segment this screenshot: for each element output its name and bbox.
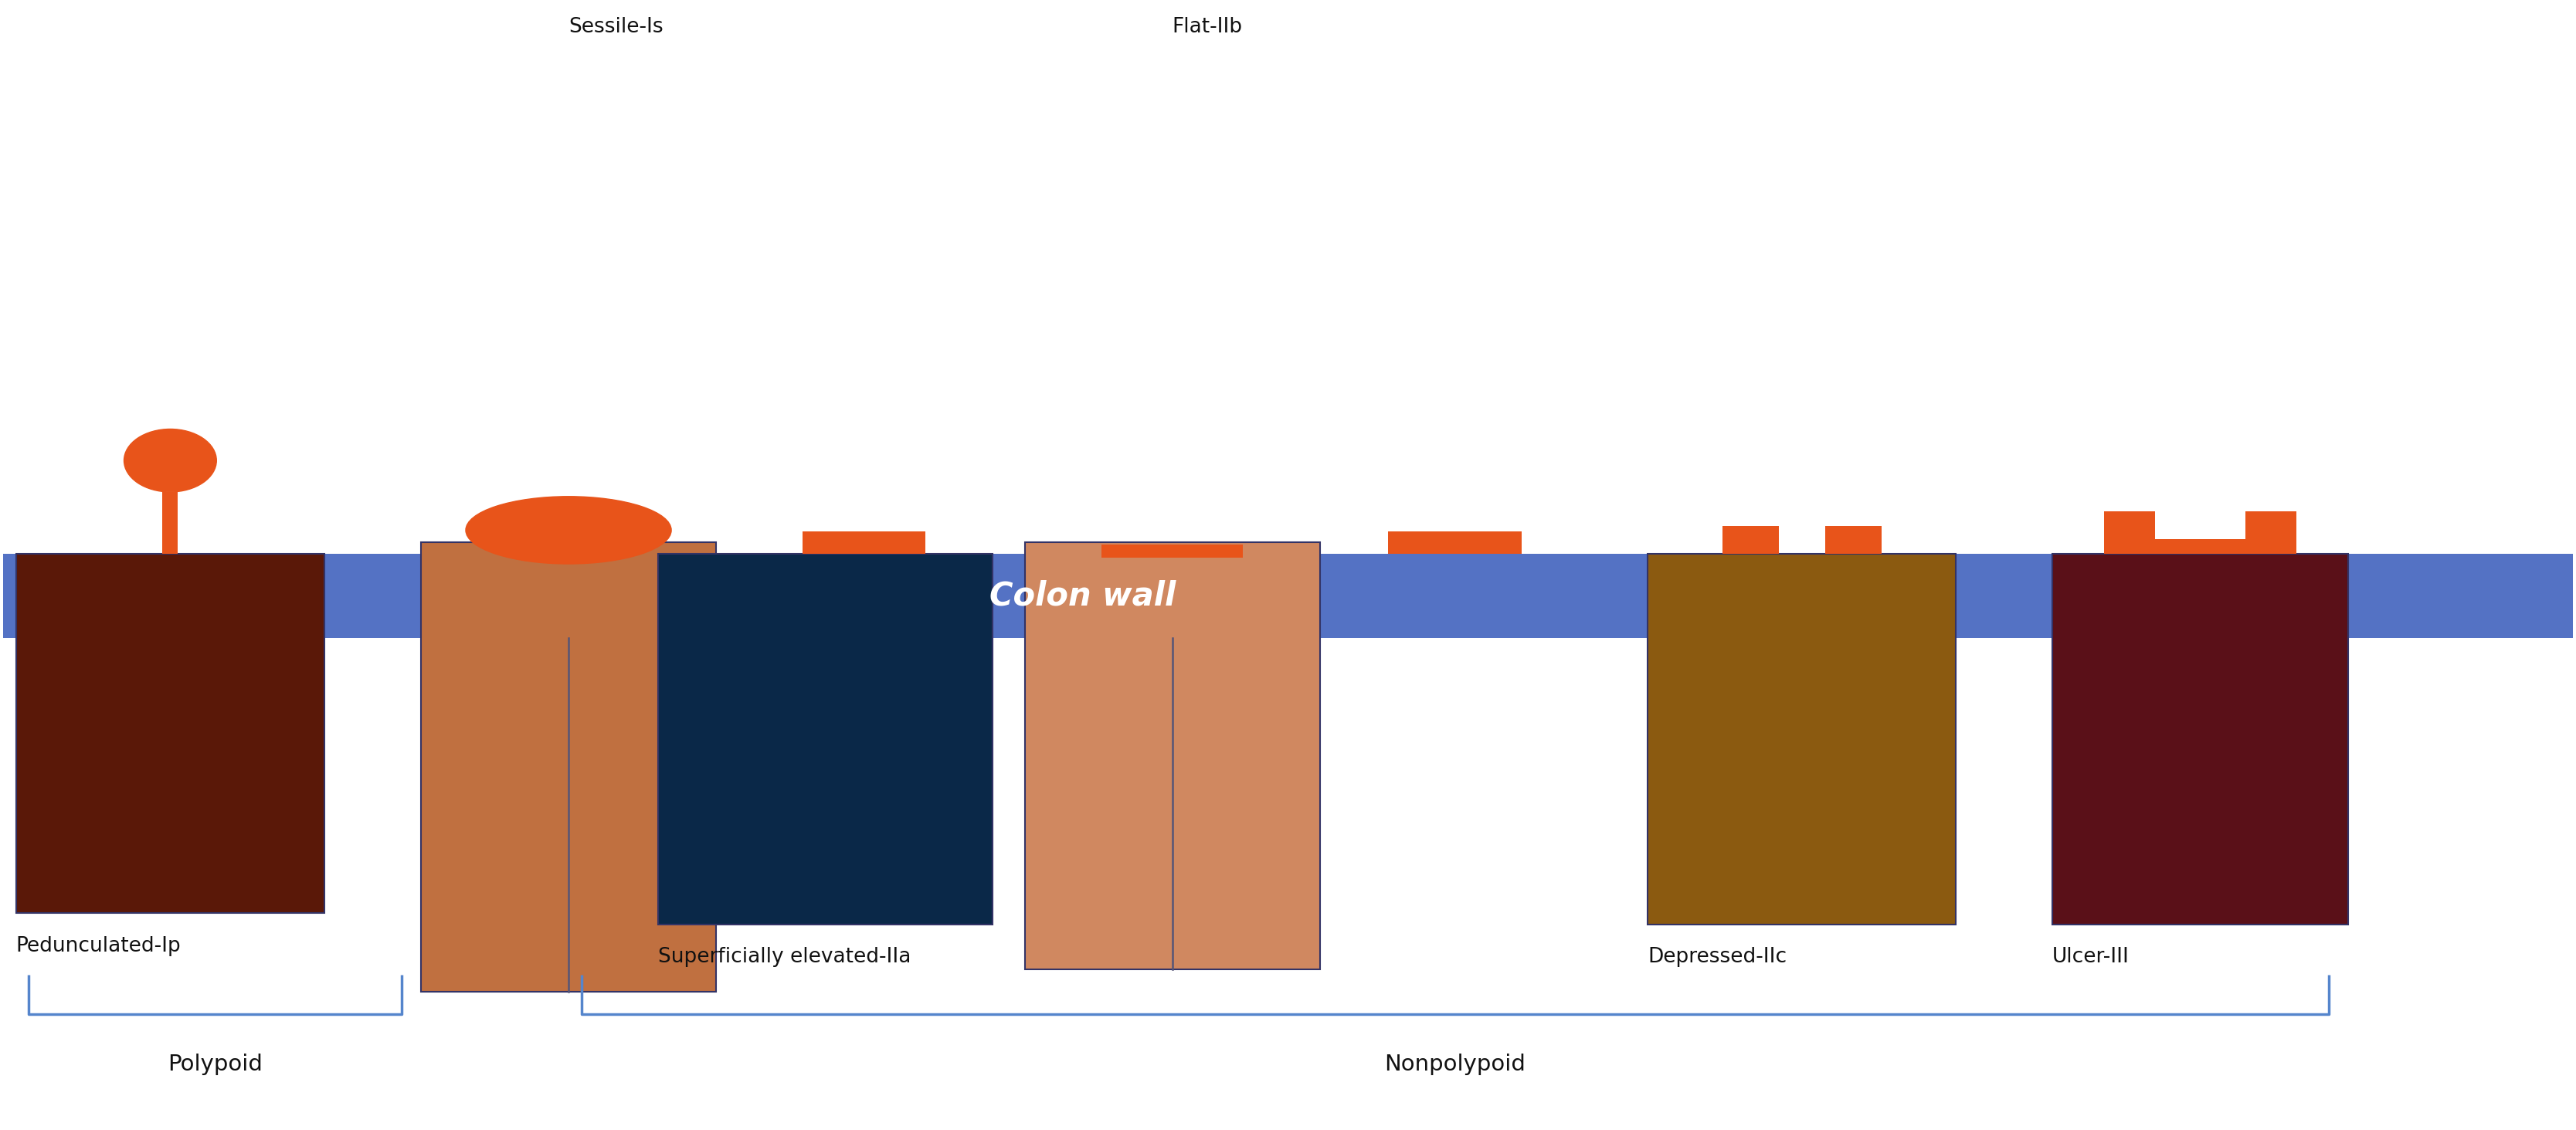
Text: Ulcer-III: Ulcer-III [2053,947,2130,967]
FancyBboxPatch shape [3,554,2573,638]
FancyBboxPatch shape [162,492,178,554]
Text: Superficially elevated-IIa: Superficially elevated-IIa [659,947,912,967]
Text: Nonpolypoid: Nonpolypoid [1383,1054,1525,1076]
FancyBboxPatch shape [1649,554,1955,924]
FancyBboxPatch shape [15,554,325,913]
FancyBboxPatch shape [420,542,716,992]
Text: Pedunculated-Ip: Pedunculated-Ip [15,936,180,956]
Ellipse shape [466,496,672,564]
FancyBboxPatch shape [2053,554,2347,924]
FancyBboxPatch shape [801,531,925,554]
Text: Polypoid: Polypoid [167,1054,263,1076]
FancyBboxPatch shape [659,554,992,924]
FancyBboxPatch shape [1824,525,1880,554]
Text: Depressed-IIc: Depressed-IIc [1649,947,1788,967]
Text: Sessile-Is: Sessile-Is [569,17,662,37]
FancyBboxPatch shape [2105,511,2298,554]
Text: Flat-IIb: Flat-IIb [1172,17,1242,37]
FancyBboxPatch shape [1103,545,1244,558]
FancyBboxPatch shape [1388,531,1522,554]
FancyBboxPatch shape [1723,525,1780,554]
FancyBboxPatch shape [1025,542,1319,970]
Ellipse shape [124,429,216,492]
Text: Colon wall: Colon wall [989,580,1175,612]
FancyBboxPatch shape [2156,511,2246,539]
